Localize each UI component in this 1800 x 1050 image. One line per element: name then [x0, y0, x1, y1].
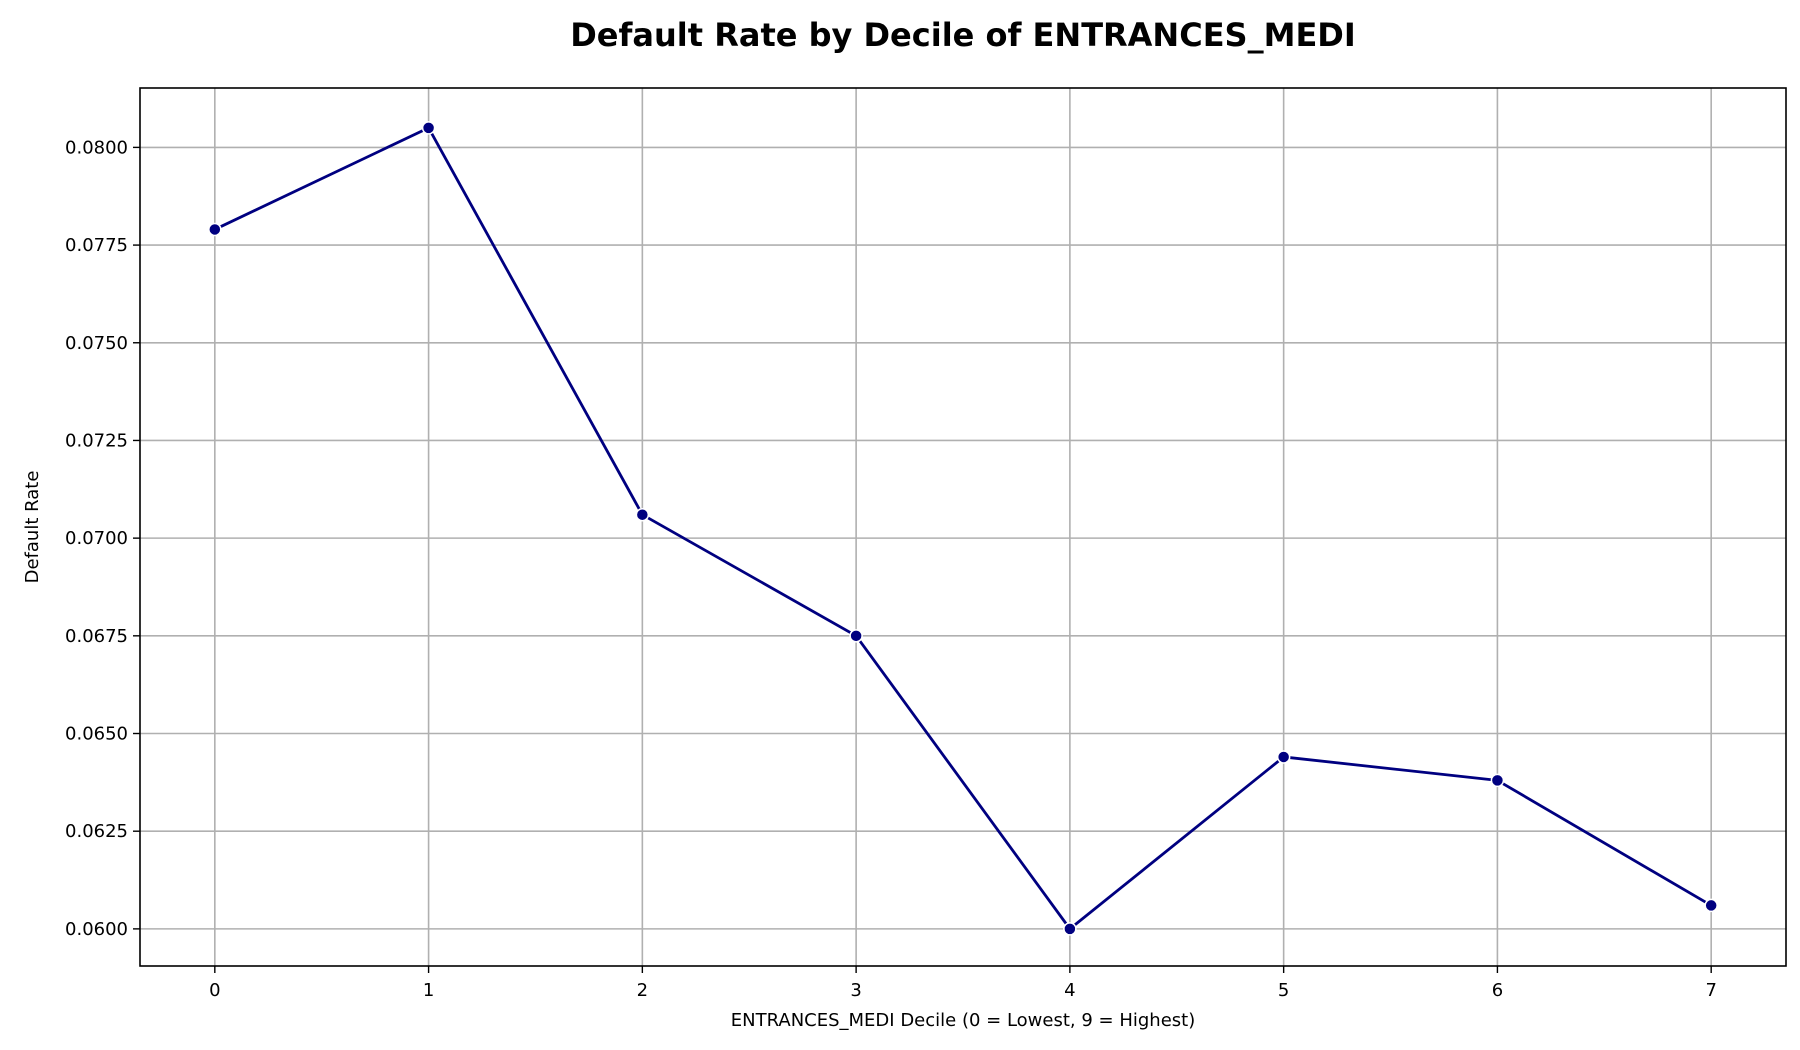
chart-title: Default Rate by Decile of ENTRANCES_MEDI: [570, 16, 1356, 54]
data-point: [1490, 773, 1505, 788]
y-tick-label: 0.0750: [65, 333, 128, 354]
x-tick-label: 1: [423, 980, 434, 1001]
y-tick-label: 0.0725: [65, 430, 128, 451]
axes: 0 1 2 3 4 5 6 7 0.0600 0.0625 0.0650 0.0675 0.0700 0.…: [65, 137, 1717, 1001]
grid: [140, 88, 1786, 966]
data-point: [635, 507, 650, 522]
x-tick-label: 6: [1492, 980, 1503, 1001]
data-point: [421, 121, 436, 135]
y-axis-label: Default Rate: [22, 471, 43, 584]
y-tick-label: 0.0700: [65, 528, 128, 549]
y-tick-label: 0.0650: [65, 724, 128, 745]
x-tick-label: 3: [850, 980, 861, 1001]
y-tick-label: 0.0800: [65, 137, 128, 158]
x-tick-label: 4: [1064, 980, 1075, 1001]
x-tick-label: 7: [1705, 980, 1716, 1001]
data-point: [849, 629, 863, 643]
series-line: [214, 126, 1712, 931]
data-point: [1704, 898, 1718, 913]
x-tick-label: 2: [637, 980, 648, 1001]
series-layer: [208, 121, 1718, 936]
data-point: [1276, 750, 1291, 764]
x-tick-label: 5: [1278, 980, 1289, 1001]
y-tick-label: 0.0600: [65, 919, 128, 940]
y-tick-label: 0.0675: [65, 626, 128, 647]
y-tick-label: 0.0625: [65, 821, 128, 842]
data-point: [208, 222, 222, 237]
y-tick-label: 0.0775: [65, 235, 128, 256]
data-point: [1063, 922, 1077, 936]
x-tick-label: 0: [209, 980, 220, 1001]
x-axis-label: ENTRANCES_MEDI Decile (0 = Lowest, 9 = H…: [731, 1010, 1195, 1031]
plot-frame: [139, 87, 1787, 967]
